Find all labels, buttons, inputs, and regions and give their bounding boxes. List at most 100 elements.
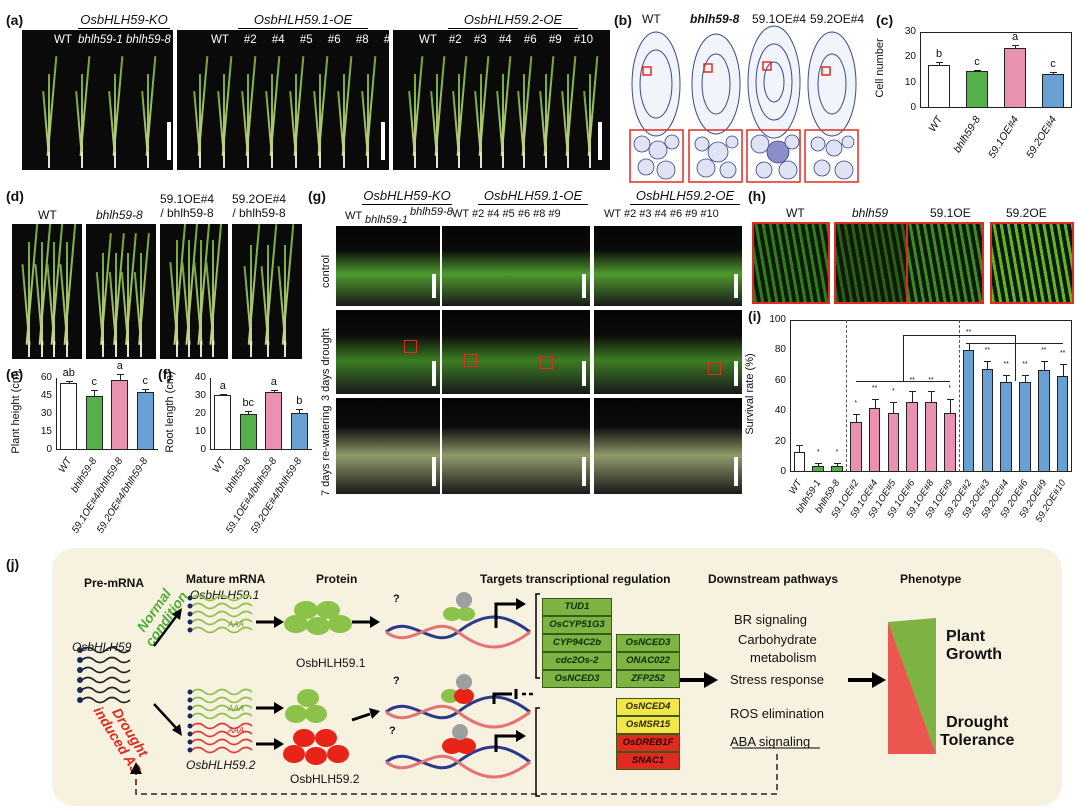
zoom-box — [404, 340, 417, 353]
targets-title: Targets transcriptional regulation — [480, 572, 671, 586]
error-cap — [984, 361, 992, 363]
chart-e: 0 15 30 45 60 Plant height (cm) ab WT c bhlh59-8 a… — [6, 360, 166, 550]
panel-i-label: (i) — [748, 308, 762, 324]
error-bar — [273, 389, 275, 393]
panel-a-group-ko: OsbHLH59-KO — [78, 12, 170, 29]
panel-b-micrographs: WT bhlh59-8 59.1OE#4 59.2OE#4 — [628, 12, 864, 184]
panel-g-label: (g) — [308, 188, 326, 204]
target-gene: OsNCED3 — [542, 670, 612, 688]
panel-g-group-oe2: OsbHLH59.2-OE — [630, 188, 740, 205]
y-tick-label: 30 — [904, 26, 916, 37]
error-bar — [145, 388, 147, 393]
error-bar — [874, 399, 876, 409]
question-mark-2: ? — [393, 675, 400, 687]
y-tick-label: 0 — [780, 466, 786, 477]
phenotype-title: Phenotype — [900, 572, 962, 586]
seedling-shoot — [479, 73, 482, 156]
error-cap — [1022, 374, 1029, 376]
seedling-root — [545, 152, 548, 168]
error-bar — [1053, 71, 1054, 74]
panel-a-label: (a) — [6, 12, 24, 28]
pathway: ABA signaling — [730, 734, 811, 749]
bar — [868, 408, 881, 472]
comparison-line — [855, 380, 950, 382]
lane-label: bhlh59-8 — [126, 34, 171, 46]
panel-h-photo — [752, 222, 830, 304]
category-label: bhlh59-8 — [951, 114, 984, 156]
bar — [887, 412, 900, 472]
seedling-shoot — [223, 73, 225, 156]
seedling-root — [271, 152, 273, 168]
bar — [906, 402, 918, 472]
y-axis-label: Plant height (cm) — [10, 370, 22, 454]
significance-label: ** — [871, 385, 878, 393]
panel-e-label: (e) — [6, 366, 24, 382]
seedling-root — [267, 341, 269, 357]
comparison-line — [968, 342, 1063, 344]
panel-g-photo — [442, 226, 590, 306]
downstream-title: Downstream pathways — [708, 572, 839, 586]
error-bar — [968, 342, 970, 351]
panel-d-photo-oe2 — [232, 224, 302, 359]
protein-2: OsbHLH59.2 — [290, 772, 360, 786]
bar — [925, 402, 937, 472]
error-bar — [94, 390, 96, 396]
significance-label: a — [270, 375, 277, 388]
error-bar — [949, 399, 951, 413]
y-tick-label: 45 — [40, 390, 52, 401]
bar — [265, 392, 283, 450]
col-label: 59.1OE#4 — [752, 12, 807, 26]
error-bar — [855, 414, 857, 422]
significance-label: * — [948, 385, 952, 393]
phenotype-growth: Plant Growth — [946, 628, 1002, 663]
seedling-root — [501, 152, 504, 168]
bar — [290, 413, 308, 450]
y-tick-label: 0 — [910, 102, 916, 113]
zoom-box — [708, 362, 721, 375]
seedling-root — [212, 341, 214, 357]
model-diagram — [77, 592, 936, 797]
seedling-shoot — [146, 73, 149, 156]
seedling-root — [65, 341, 68, 357]
col-label: 59.2OE#4 — [810, 12, 865, 26]
significance-label: * — [892, 388, 895, 396]
col-label: bhlh59-8 — [690, 12, 740, 26]
panel-g-photo — [442, 398, 590, 494]
bar — [239, 414, 257, 450]
error-cap — [815, 462, 823, 464]
panel-d-label: (d) — [6, 188, 24, 204]
panel-d-col-oe1: 59.1OE#4 / bhlh59-8 — [160, 192, 215, 220]
panel-g-lanes-oe1: WT #2 #4 #5 #6 #8 #9 — [452, 208, 561, 220]
target-gene: ZFP252 — [616, 670, 680, 688]
error-bar — [912, 391, 914, 403]
lane-labels: WT #2 #3 #4 #6 #9 #10 — [419, 34, 594, 46]
significance-label: ab — [62, 367, 75, 379]
error-cap — [928, 391, 935, 393]
category-label: WT — [787, 478, 805, 497]
y-axis-label: Root length (cm) — [164, 371, 176, 453]
cross-sections — [629, 25, 859, 183]
panel-h-col-oe1: 59.1OE — [930, 206, 971, 220]
error-bar — [893, 402, 895, 413]
seedling-root — [81, 152, 84, 168]
y-tick-label: 100 — [769, 314, 786, 325]
protein-1: OsbHLH59.1 — [296, 656, 366, 670]
seedling-shoot — [65, 242, 68, 345]
seedling-root — [250, 341, 253, 357]
y-tick-label: 80 — [774, 344, 786, 356]
significance-label: a — [1011, 30, 1019, 43]
y-tick-label: 10 — [194, 426, 206, 437]
bar — [136, 392, 154, 450]
seedling-shoot — [40, 242, 43, 345]
y-tick-label: 10 — [904, 76, 916, 88]
bar — [85, 396, 103, 450]
seedling-root — [199, 152, 201, 168]
target-gene: SNAC1 — [616, 752, 680, 770]
error-cap — [890, 402, 898, 404]
zoom-box — [464, 354, 477, 367]
significance-label: c — [974, 55, 980, 68]
target-gene: OsDREB1F — [616, 734, 680, 752]
bar — [60, 382, 78, 450]
category-label: 59.2OE#4 — [1023, 114, 1060, 161]
bar — [831, 465, 843, 472]
